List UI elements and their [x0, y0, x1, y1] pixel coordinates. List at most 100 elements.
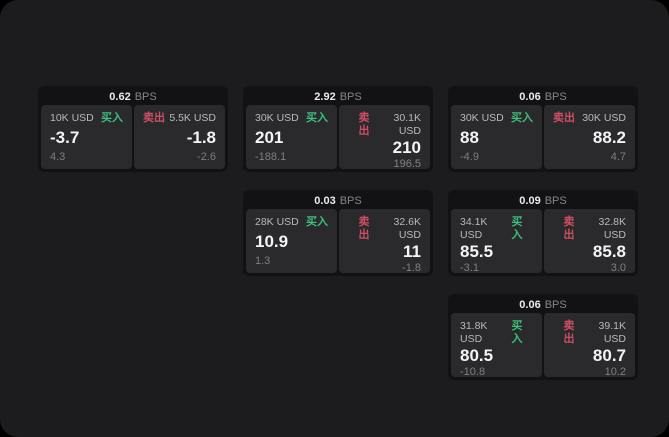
buy-amount: 28K USD	[255, 216, 299, 228]
bps-unit-label: BPS	[339, 195, 362, 207]
sell-delta: 196.5	[393, 158, 421, 170]
sell-amount: 30K USD	[582, 112, 626, 124]
buy-delta: 4.3	[50, 151, 66, 163]
quote-panels: 30K USD 买入 88 -4.9 卖出 30K USD 88.2 4.7	[451, 105, 635, 169]
quote-card: 0.06 BPS 31.8K USD 买入 80.5 -10.8 卖出 39.1…	[448, 294, 638, 380]
quote-panels: 28K USD 买入 10.9 1.3 卖出 32.6K USD 11 -1.8	[246, 209, 430, 274]
bps-value: 0.06	[519, 299, 541, 311]
buy-quote-panel[interactable]: 31.8K USD 买入 80.5 -10.8	[451, 313, 542, 378]
quote-card: 0.09 BPS 34.1K USD 买入 85.5 -3.1 卖出 32.8K…	[448, 190, 638, 276]
sell-panel-top: 卖出 39.1K USD	[553, 320, 626, 346]
buy-price: 80.5	[460, 346, 494, 365]
sell-amount: 30.1K USD	[393, 112, 421, 137]
sell-side-label: 卖出	[563, 216, 575, 241]
bps-value: 0.62	[109, 91, 131, 103]
sell-side-label: 卖出	[358, 216, 370, 241]
sell-delta: -1.8	[402, 262, 421, 274]
quote-grid: 0.62 BPS 10K USD 买入 -3.7 4.3 卖出 5.5K USD…	[38, 86, 638, 380]
quote-card: 0.06 BPS 30K USD 买入 88 -4.9 卖出 30K USD 8…	[448, 86, 638, 172]
bps-header: 2.92 BPS	[246, 89, 430, 105]
buy-quote-panel[interactable]: 34.1K USD 买入 85.5 -3.1	[451, 209, 542, 274]
sell-amount: 32.6K USD	[393, 216, 421, 241]
buy-quote-panel[interactable]: 28K USD 买入 10.9 1.3	[246, 209, 337, 273]
bps-unit-label: BPS	[544, 195, 567, 207]
sell-side-label: 卖出	[553, 112, 575, 124]
buy-amount: 30K USD	[255, 112, 299, 124]
buy-price: 85.5	[460, 242, 494, 261]
sell-price: -1.8	[186, 128, 216, 147]
buy-amount: 31.8K USD	[460, 320, 488, 345]
sell-amount: 39.1K USD	[598, 320, 626, 345]
buy-price: 201	[255, 128, 284, 147]
buy-price: 88	[460, 128, 479, 147]
buy-side-label: 买入	[511, 320, 523, 345]
sell-quote-panel[interactable]: 卖出 30.1K USD 210 196.5	[339, 105, 430, 170]
sell-price: 210	[392, 138, 421, 157]
bps-header: 0.03 BPS	[246, 193, 430, 209]
quote-panels: 10K USD 买入 -3.7 4.3 卖出 5.5K USD -1.8 -2.…	[41, 105, 225, 169]
buy-price: -3.7	[50, 128, 80, 147]
buy-quote-panel[interactable]: 10K USD 买入 -3.7 4.3	[41, 105, 132, 169]
bps-value: 0.09	[519, 195, 541, 207]
sell-quote-panel[interactable]: 卖出 30K USD 88.2 4.7	[544, 105, 635, 169]
bps-value: 0.06	[519, 91, 541, 103]
quote-panels: 30K USD 买入 201 -188.1 卖出 30.1K USD 210 1…	[246, 105, 430, 170]
sell-delta: 10.2	[604, 366, 626, 378]
buy-amount: 30K USD	[460, 112, 504, 124]
buy-side-label: 买入	[511, 216, 523, 241]
sell-panel-top: 卖出 30K USD	[553, 112, 626, 125]
bps-value: 0.03	[314, 195, 336, 207]
buy-delta: -3.1	[460, 262, 479, 274]
quote-panels: 31.8K USD 买入 80.5 -10.8 卖出 39.1K USD 80.…	[451, 313, 635, 378]
sell-side-label: 卖出	[143, 112, 165, 124]
buy-delta: -4.9	[460, 151, 479, 163]
sell-side-label: 卖出	[358, 112, 370, 137]
buy-panel-top: 10K USD 买入	[50, 112, 123, 125]
sell-panel-top: 卖出 32.6K USD	[348, 216, 421, 242]
buy-quote-panel[interactable]: 30K USD 买入 201 -188.1	[246, 105, 337, 169]
bps-header: 0.06 BPS	[451, 89, 635, 105]
sell-price: 85.8	[592, 242, 626, 261]
sell-amount: 5.5K USD	[169, 112, 216, 124]
sell-price: 11	[403, 242, 421, 261]
sell-delta: 3.0	[610, 262, 626, 274]
bps-unit-label: BPS	[134, 91, 157, 103]
sell-price: 88.2	[592, 128, 626, 147]
buy-panel-top: 30K USD 买入	[460, 112, 533, 125]
bps-value: 2.92	[314, 91, 336, 103]
quote-card: 2.92 BPS 30K USD 买入 201 -188.1 卖出 30.1K …	[243, 86, 433, 172]
buy-panel-top: 34.1K USD 买入	[460, 216, 533, 242]
buy-side-label: 买入	[101, 112, 123, 124]
quote-card: 0.03 BPS 28K USD 买入 10.9 1.3 卖出 32.6K US…	[243, 190, 433, 276]
buy-quote-panel[interactable]: 30K USD 买入 88 -4.9	[451, 105, 542, 169]
bps-unit-label: BPS	[339, 91, 362, 103]
sell-delta: -2.6	[197, 151, 216, 163]
sell-panel-top: 卖出 5.5K USD	[143, 112, 216, 125]
buy-side-label: 买入	[306, 112, 328, 124]
buy-panel-top: 30K USD 买入	[255, 112, 328, 125]
buy-amount: 10K USD	[50, 112, 94, 124]
buy-delta: 1.3	[255, 255, 271, 267]
buy-delta: -10.8	[460, 366, 486, 378]
sell-panel-top: 卖出 32.8K USD	[553, 216, 626, 242]
buy-amount: 34.1K USD	[460, 216, 488, 241]
quote-card: 0.62 BPS 10K USD 买入 -3.7 4.3 卖出 5.5K USD…	[38, 86, 228, 172]
buy-side-label: 买入	[511, 112, 533, 124]
bps-unit-label: BPS	[544, 299, 567, 311]
buy-delta: -188.1	[255, 151, 287, 163]
sell-quote-panel[interactable]: 卖出 5.5K USD -1.8 -2.6	[134, 105, 225, 169]
buy-panel-top: 31.8K USD 买入	[460, 320, 533, 346]
sell-panel-top: 卖出 30.1K USD	[348, 112, 421, 138]
bps-header: 0.09 BPS	[451, 193, 635, 209]
sell-quote-panel[interactable]: 卖出 32.6K USD 11 -1.8	[339, 209, 430, 274]
sell-delta: 4.7	[610, 151, 626, 163]
sell-quote-panel[interactable]: 卖出 39.1K USD 80.7 10.2	[544, 313, 635, 378]
bps-header: 0.06 BPS	[451, 297, 635, 313]
sell-amount: 32.8K USD	[598, 216, 626, 241]
sell-quote-panel[interactable]: 卖出 32.8K USD 85.8 3.0	[544, 209, 635, 274]
bps-unit-label: BPS	[544, 91, 567, 103]
buy-panel-top: 28K USD 买入	[255, 216, 328, 229]
sell-price: 80.7	[592, 346, 626, 365]
buy-side-label: 买入	[306, 216, 328, 228]
